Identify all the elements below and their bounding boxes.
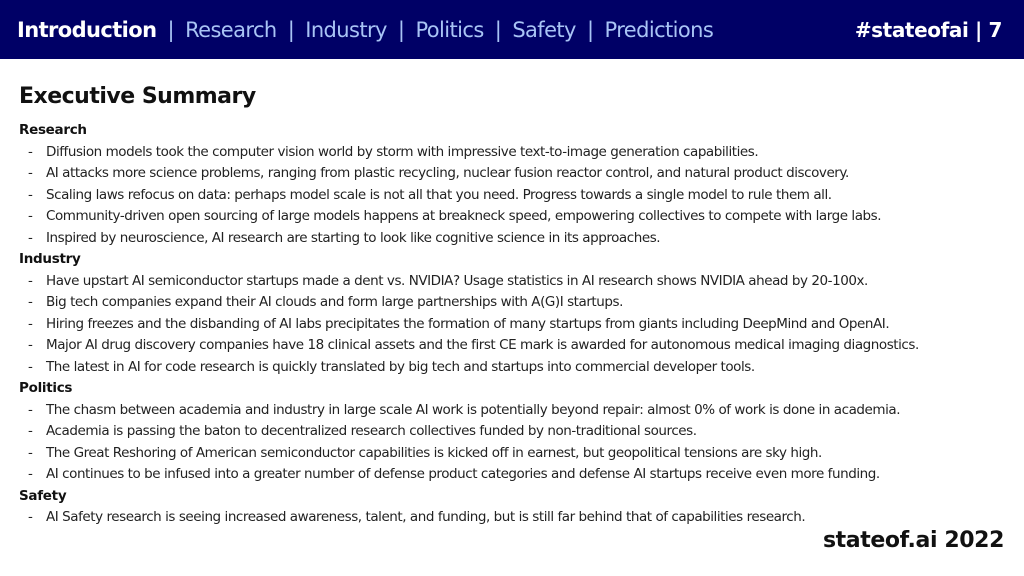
bullet-dash: -: [28, 401, 33, 418]
bullet-dash: -: [28, 294, 33, 310]
bullet-text: Inspired by neuroscience, AI research ar…: [46, 229, 661, 246]
section-heading: Research: [19, 122, 87, 138]
bullet-dash: -: [28, 444, 33, 461]
bullet-text: The chasm between academia and industry …: [46, 401, 901, 418]
bullet-dash: -: [28, 229, 33, 246]
list-item: - Hiring freezes and the disbanding of AI…: [19, 314, 1009, 336]
bullet-dash: -: [28, 423, 33, 439]
nav-introduction[interactable]: Introduction: [17, 18, 157, 42]
nav-separator: |: [287, 18, 295, 42]
bullet-dash: -: [28, 509, 33, 525]
nav-separator: |: [397, 18, 405, 42]
bullet-dash: -: [28, 466, 33, 482]
nav-politics[interactable]: Politics: [415, 18, 484, 42]
nav-separator: |: [167, 18, 175, 42]
bullet-dash: -: [28, 315, 33, 332]
bullet-text: Have upstart AI semiconductor startups m…: [46, 272, 868, 289]
list-item: - Major AI drug discovery companies have …: [19, 335, 1009, 357]
bullet-dash: -: [28, 165, 33, 181]
section-safety: Safety - AI Safety research is seeing inc…: [19, 486, 1009, 529]
bullet-text: AI continues to be infused into a greate…: [46, 466, 880, 482]
list-item: - Scaling laws refocus on data: perhaps m…: [19, 185, 1009, 207]
list-item: - Have upstart AI semiconductor startups …: [19, 271, 1009, 293]
bullet-dash: -: [28, 143, 33, 160]
bullet-dash: -: [28, 337, 33, 353]
page-title: Executive Summary: [19, 84, 256, 109]
section-heading: Politics: [19, 380, 73, 396]
nav-research[interactable]: Research: [185, 18, 277, 42]
bullet-dash: -: [28, 186, 33, 203]
list-item: - AI attacks more science problems, rangi…: [19, 163, 1009, 185]
footer-brand: stateof.ai 2022: [822, 528, 1004, 553]
list-item: - AI continues to be infused into a great…: [19, 464, 1009, 486]
list-item: - The latest in AI for code research is q…: [19, 357, 1009, 379]
list-item: - Diffusion models took the computer visi…: [19, 142, 1009, 164]
bullet-text: Hiring freezes and the disbanding of AI …: [46, 315, 890, 332]
section-industry: Industry - Have upstart AI semiconductor …: [19, 249, 1009, 378]
list-item: - Inspired by neuroscience, AI research a…: [19, 228, 1009, 250]
hashtag-page-number: #stateofai | 7: [854, 18, 1003, 42]
list-item: - Community-driven open sourcing of large…: [19, 206, 1009, 228]
bullet-text: Community-driven open sourcing of large …: [46, 208, 882, 224]
section-heading: Safety: [19, 487, 67, 504]
header-bar: Introduction | Research | Industry | Pol…: [0, 0, 1024, 59]
list-item: - The chasm between academia and industry…: [19, 400, 1009, 422]
bullet-dash: -: [28, 358, 33, 375]
list-item: - The Great Reshoring of American semicon…: [19, 443, 1009, 465]
nav-industry[interactable]: Industry: [305, 18, 387, 42]
list-item: - AI Safety research is seeing increased …: [19, 507, 1009, 529]
bullet-text: The latest in AI for code research is qu…: [46, 358, 755, 375]
section-research: Research - Diffusion models took the comp…: [19, 120, 1009, 249]
bullet-text: Diffusion models took the computer visio…: [46, 143, 759, 160]
summary-content: Research - Diffusion models took the comp…: [19, 120, 1009, 529]
bullet-text: AI attacks more science problems, rangin…: [46, 165, 849, 181]
list-item: - Academia is passing the baton to decent…: [19, 421, 1009, 443]
section-politics: Politics - The chasm between academia and…: [19, 378, 1009, 486]
section-heading: Industry: [19, 251, 81, 267]
bullet-text: Academia is passing the baton to decentr…: [46, 423, 697, 439]
bullet-dash: -: [28, 272, 33, 289]
bullet-dash: -: [28, 208, 33, 224]
nav-separator: |: [586, 18, 594, 42]
list-item: - Big tech companies expand their AI clou…: [19, 292, 1009, 314]
bullet-text: The Great Reshoring of American semicond…: [46, 444, 822, 461]
bullet-text: AI Safety research is seeing increased a…: [46, 509, 806, 525]
section-nav: Introduction | Research | Industry | Pol…: [17, 16, 714, 44]
nav-predictions[interactable]: Predictions: [604, 18, 714, 42]
nav-separator: |: [494, 18, 502, 42]
bullet-text: Big tech companies expand their AI cloud…: [46, 294, 623, 310]
bullet-text: Scaling laws refocus on data: perhaps mo…: [46, 186, 832, 203]
bullet-text: Major AI drug discovery companies have 1…: [46, 337, 919, 353]
nav-safety[interactable]: Safety: [512, 18, 576, 42]
